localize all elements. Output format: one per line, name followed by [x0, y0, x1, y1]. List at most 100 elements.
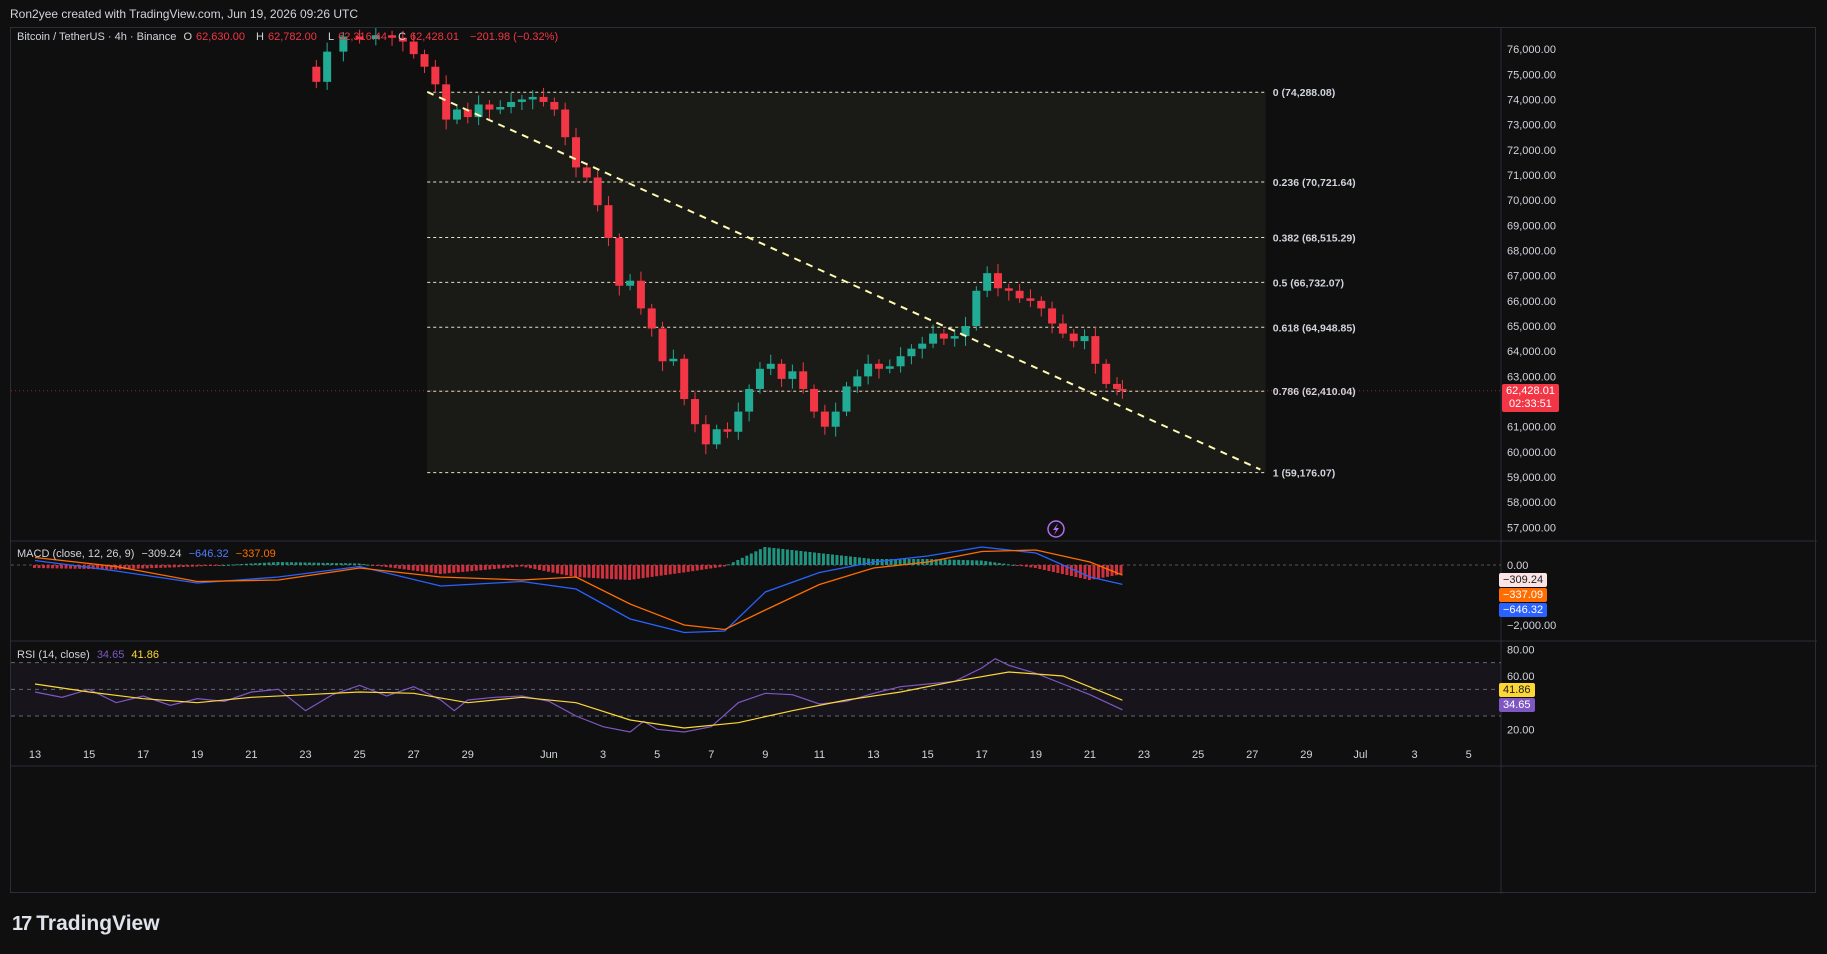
rsi-tag: 34.65 — [1499, 698, 1535, 712]
macd-histogram-bar — [1006, 564, 1010, 566]
time-axis-tick: Jul — [1353, 749, 1367, 761]
macd-histogram-bar — [632, 565, 636, 580]
tradingview-brand: TradingView — [36, 912, 160, 935]
macd-histogram-bar — [637, 565, 641, 579]
time-axis-tick: 21 — [245, 749, 257, 761]
macd-label[interactable]: MACD (close, 12, 26, 9) — [17, 548, 135, 560]
macd-histogram-bar — [488, 565, 492, 570]
candle — [431, 66, 440, 85]
macd-histogram-bar — [659, 565, 663, 576]
macd-histogram-bar — [1033, 565, 1037, 568]
macd-histogram-bar — [1083, 565, 1087, 579]
macd-histogram-bar — [271, 562, 275, 565]
candle — [907, 348, 916, 357]
candle — [550, 101, 559, 110]
macd-histogram-bar — [159, 565, 163, 568]
macd-histogram-bar — [867, 558, 871, 565]
candle — [983, 273, 992, 291]
macd-histogram-bar — [650, 565, 654, 577]
macd-histogram-bar — [312, 562, 316, 565]
macd-histogram-bar — [560, 565, 564, 575]
macd-histogram-bar — [380, 565, 384, 567]
macd-histogram-bar — [713, 565, 717, 568]
candle — [1118, 388, 1127, 391]
macd-histogram-bar — [1011, 564, 1015, 566]
macd-histogram-bar — [1078, 565, 1082, 578]
macd-histogram-bar — [835, 555, 839, 565]
macd-histogram-bar — [781, 549, 785, 565]
time-axis-tick: 13 — [29, 749, 41, 761]
fib-level-label: 0.786 (62,410.04) — [1273, 386, 1356, 398]
time-axis-tick: 5 — [1466, 749, 1472, 761]
candle — [896, 356, 905, 367]
macd-histogram-bar — [389, 565, 393, 568]
chart-canvas[interactable]: 0 (74,288.08) 0.236 (70,721.64) 0.382 (68,… — [11, 28, 1817, 894]
macd-histogram-bar — [456, 565, 460, 573]
candle — [745, 388, 754, 412]
macd-histogram-bar — [258, 563, 262, 565]
macd-histogram-bar — [1042, 565, 1046, 570]
macd-histogram-bar — [289, 562, 293, 565]
macd-histogram-bar — [808, 552, 812, 565]
price-axis-tick: 64,000.00 — [1507, 346, 1556, 358]
macd-histogram-bar — [213, 565, 217, 566]
candle — [972, 290, 981, 327]
macd-histogram-bar — [682, 565, 686, 573]
macd-histogram-bar — [839, 555, 843, 565]
macd-histogram-bar — [664, 565, 668, 575]
rsi-ma-tag: 41.86 — [1499, 683, 1535, 697]
macd-histogram-bar — [754, 551, 758, 565]
macd-histogram-bar — [1051, 565, 1055, 572]
candle — [842, 386, 851, 412]
macd-histogram-bar — [60, 565, 64, 569]
macd-histogram-bar — [42, 565, 46, 569]
macd-histogram-bar — [479, 565, 483, 571]
candle — [864, 363, 873, 377]
macd-histogram-bar — [384, 565, 388, 567]
macd-histogram-bar — [199, 565, 203, 567]
candle — [1015, 290, 1024, 299]
symbol-title[interactable]: Bitcoin / TetherUS · 4h · Binance — [17, 31, 177, 43]
macd-histogram-bar — [186, 565, 190, 567]
macd-histogram-bar — [718, 565, 722, 568]
macd-histogram-bar — [1038, 565, 1042, 569]
candle — [755, 368, 764, 389]
macd-histogram-bar — [1002, 563, 1006, 565]
time-axis-tick: 5 — [654, 749, 660, 761]
macd-histogram-bar — [587, 565, 591, 578]
macd-histogram-bar — [344, 563, 348, 565]
macd-histogram-bar — [943, 559, 947, 565]
high-value: 62,782.00 — [267, 31, 317, 43]
rsi-label[interactable]: RSI (14, close) — [17, 649, 90, 661]
macd-histogram-bar — [592, 565, 596, 578]
macd-histogram-bar — [574, 565, 577, 577]
macd-histogram-bar — [154, 565, 158, 568]
chart-container[interactable]: 0 (74,288.08) 0.236 (70,721.64) 0.382 (68,… — [10, 27, 1817, 894]
candle — [1091, 336, 1100, 364]
candle — [680, 358, 689, 400]
macd-histogram-bar — [578, 565, 582, 578]
tradingview-logo[interactable]: 17 TradingView — [12, 912, 160, 936]
macd-histogram-bar — [993, 562, 997, 565]
macd-histogram-bar — [204, 565, 208, 566]
macd-histogram-bar — [772, 548, 776, 565]
lightning-icon — [1047, 520, 1065, 538]
macd-histogram-bar — [510, 565, 514, 568]
tradingview-logo-icon: 17 — [12, 912, 32, 935]
macd-histogram-bar — [655, 565, 659, 577]
candle — [1004, 288, 1013, 291]
macd-histogram-bar — [984, 561, 988, 565]
macd-histogram-bar — [641, 565, 645, 579]
price-axis-tick: 72,000.00 — [1507, 145, 1556, 157]
candle — [701, 424, 710, 445]
rsi-ma-value: 41.86 — [131, 649, 159, 661]
fib-level-label: 1 (59,176.07) — [1273, 468, 1335, 480]
macd-histogram-bar — [497, 565, 501, 569]
candle — [339, 36, 348, 52]
candle — [312, 66, 321, 82]
macd-histogram-bar — [425, 565, 429, 573]
macd-histogram-bar — [601, 565, 605, 579]
macd-histogram-bar — [240, 564, 244, 565]
price-axis-tick: 58,000.00 — [1507, 497, 1556, 509]
macd-histogram-bar — [700, 565, 704, 570]
